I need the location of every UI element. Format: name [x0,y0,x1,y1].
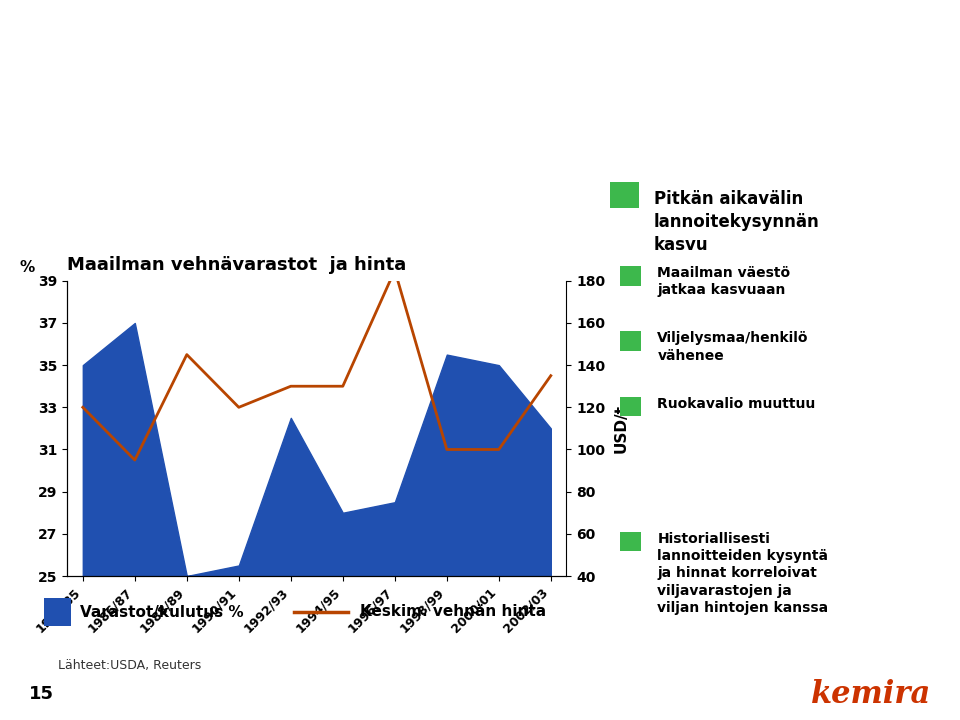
Bar [620,331,641,351]
Text: Viljelysmaa/henkilö
vähenee: Viljelysmaa/henkilö vähenee [658,331,809,363]
Text: Ruokavalio muuttuu: Ruokavalio muuttuu [658,397,816,410]
Text: Keskim. vehnän hinta: Keskim. vehnän hinta [360,605,546,619]
Text: Varastot/kulutus %: Varastot/kulutus % [80,605,244,619]
Bar [610,182,638,209]
Text: Historiallisesti
lannoitteiden kysyntä
ja hinnat korreloivat
viljavarastojen ja
: Historiallisesti lannoitteiden kysyntä j… [658,531,828,615]
Bar [620,266,641,286]
Text: 15: 15 [29,685,54,703]
Text: Maailman viljavarastot vaikuttavat: Maailman viljavarastot vaikuttavat [34,25,609,53]
Text: lannoitekysyntään: lannoitekysyntään [34,87,338,115]
Y-axis label: USD/t: USD/t [613,404,629,453]
Bar [44,598,71,626]
Text: Maailman vehnävarastot  ja hinta: Maailman vehnävarastot ja hinta [67,256,406,274]
Text: Lähteet:USDA, Reuters: Lähteet:USDA, Reuters [58,660,201,672]
Text: %: % [19,260,35,275]
Text: kemira: kemira [811,678,931,710]
Bar [620,397,641,416]
Bar [620,531,641,552]
Text: Maailman väestö
jatkaa kasvuaan: Maailman väestö jatkaa kasvuaan [658,266,790,297]
Text: Pitkän aikavälin
lannoitekysynnän
kasvu: Pitkän aikavälin lannoitekysynnän kasvu [654,190,820,254]
